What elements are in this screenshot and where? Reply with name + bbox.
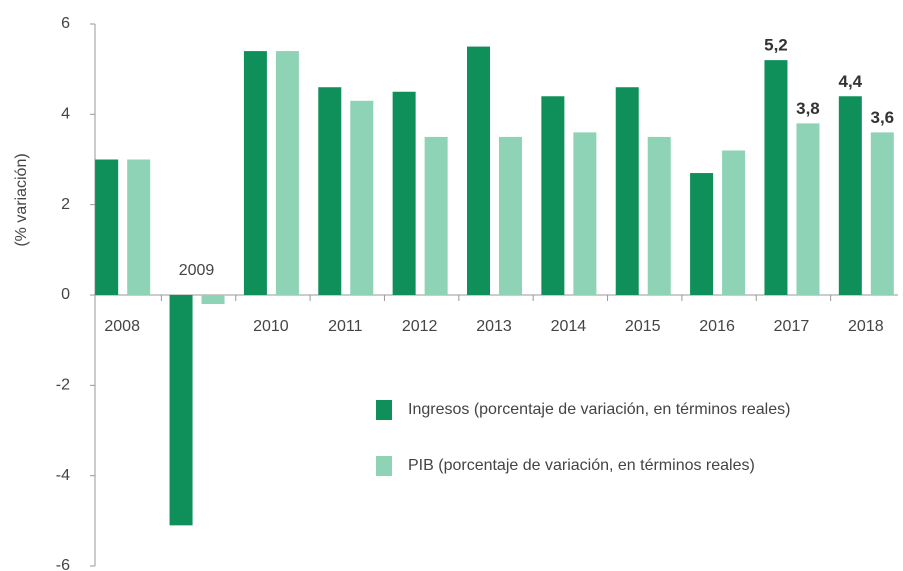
bar (127, 159, 151, 295)
x-tick-label: 2017 (774, 318, 810, 335)
bar (95, 159, 119, 295)
y-tick-label: 0 (61, 286, 70, 303)
y-tick-label: -4 (56, 467, 70, 484)
bar (318, 87, 342, 295)
value-label: 3,8 (796, 99, 820, 118)
value-label: 4,4 (838, 72, 862, 91)
bar (467, 46, 490, 296)
y-tick-label: -2 (56, 377, 70, 394)
bar (541, 96, 565, 296)
x-tick-label: 2009 (179, 262, 215, 279)
bar (690, 173, 714, 295)
x-tick-label: 2008 (104, 318, 140, 335)
bar (647, 136, 671, 295)
bar (201, 295, 225, 305)
y-axis-label: (% variación) (13, 153, 30, 246)
y-tick-label: 4 (61, 106, 70, 123)
x-tick-label: 2011 (328, 318, 363, 335)
x-tick-label: 2018 (848, 318, 884, 335)
bar (615, 87, 639, 295)
bar (424, 136, 448, 295)
legend-swatch (376, 400, 392, 420)
bar (350, 100, 374, 296)
bar (243, 51, 267, 295)
x-tick-label: 2013 (476, 318, 512, 335)
y-tick-label: 6 (61, 15, 70, 32)
bar (838, 96, 862, 296)
bar (796, 123, 820, 295)
bar (499, 136, 522, 295)
y-tick-label: 2 (61, 196, 70, 213)
bar (169, 295, 193, 526)
x-tick-label: 2014 (551, 318, 587, 335)
bar (573, 132, 597, 295)
x-tick-label: 2016 (699, 318, 735, 335)
bar (392, 91, 416, 295)
bar (275, 51, 299, 295)
value-label: 3,6 (870, 108, 894, 127)
bar (722, 150, 746, 295)
y-tick-label: -6 (56, 557, 70, 571)
bar (764, 60, 788, 296)
legend-label: PIB (porcentaje de variación, en término… (408, 457, 755, 474)
legend-swatch (376, 456, 392, 476)
value-label: 5,2 (764, 36, 788, 55)
x-tick-label: 2012 (402, 318, 438, 335)
legend-label: Ingresos (porcentaje de variación, en té… (408, 401, 790, 418)
bar (870, 132, 894, 295)
x-tick-label: 2010 (253, 318, 289, 335)
x-tick-label: 2015 (625, 318, 661, 335)
